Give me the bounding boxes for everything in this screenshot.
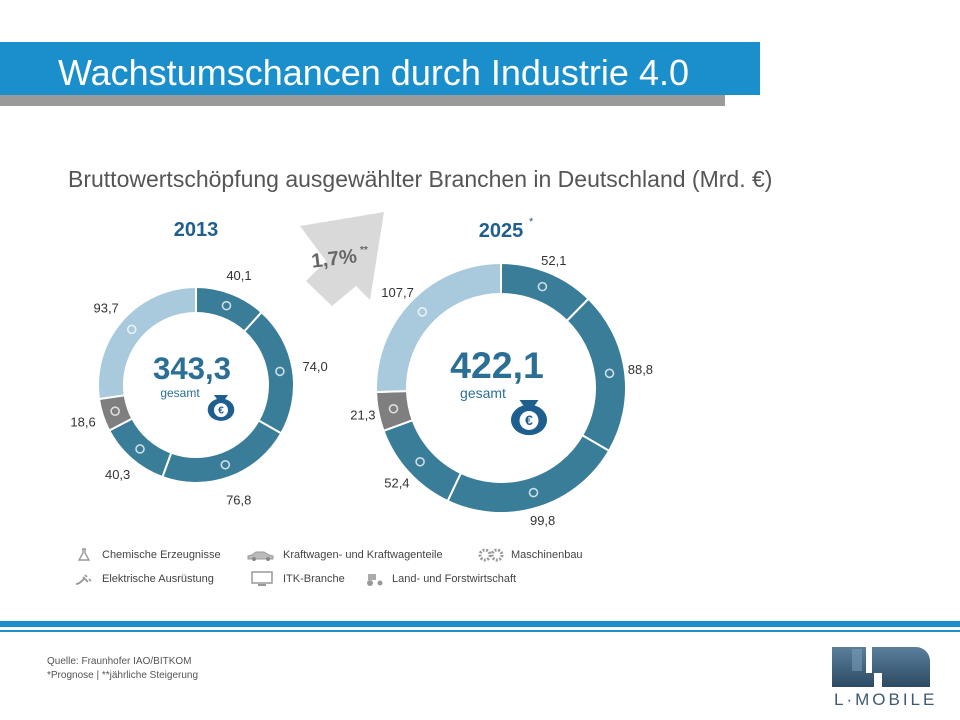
year-label: 2013 — [174, 219, 219, 241]
data-label: 74,0 — [302, 359, 327, 374]
plug-icon — [415, 456, 425, 467]
growth-footnote-mark: ** — [360, 245, 368, 256]
data-label: 52,1 — [541, 253, 566, 268]
data-label: 40,3 — [105, 467, 130, 482]
data-label: 76,8 — [226, 493, 251, 508]
legend-label-maschinenbau: Maschinenbau — [511, 549, 583, 561]
donut-segment — [375, 261, 502, 394]
title-bar — [0, 42, 760, 95]
title-shadow-bar — [0, 95, 725, 106]
tractor-icon — [388, 403, 399, 414]
legend-label-land: Land- und Forstwirtschaft — [392, 573, 517, 585]
legend-label-kraftwagen: Kraftwagen- und Kraftwagenteile — [283, 549, 443, 561]
footer-line-thick — [0, 621, 960, 627]
donut-segment — [565, 297, 627, 453]
logo-text: L·MOBILE — [834, 690, 938, 709]
plug-icon — [75, 574, 92, 585]
plug-icon — [135, 444, 145, 454]
data-label: 107,7 — [381, 285, 414, 300]
footer-line-thin — [0, 630, 960, 632]
flask-icon — [77, 548, 91, 561]
growth-arrow — [300, 212, 384, 306]
data-label: 93,7 — [93, 301, 118, 316]
total-label: gesamt — [160, 386, 200, 400]
tractor-icon — [110, 406, 120, 416]
monitor-icon — [251, 571, 273, 586]
svg-text:€: € — [525, 413, 533, 429]
gears-icon — [478, 548, 504, 562]
gears-icon — [220, 459, 231, 470]
total-value: 343,3 — [153, 351, 231, 386]
car-icon — [604, 368, 615, 379]
source-note: Quelle: Fraunhofer IAO/BITKOM — [47, 656, 192, 667]
slide-title: Wachstumschancen durch Industrie 4.0 — [58, 52, 689, 93]
data-label: 52,4 — [384, 475, 409, 490]
legend-label-itk: ITK-Branche — [283, 573, 345, 585]
total-label: gesamt — [460, 385, 506, 401]
footnote: *Prognose | **jährliche Steigerung — [47, 670, 199, 681]
data-label: 88,8 — [628, 362, 653, 377]
data-label: 18,6 — [70, 414, 95, 429]
monitor-icon — [417, 307, 428, 317]
gears-icon — [528, 487, 539, 498]
year-label: 2025 — [479, 220, 524, 242]
donut-charts: 1,7% **40,174,076,840,318,693,72013343,3g… — [70, 212, 653, 528]
data-label: 40,1 — [226, 268, 251, 283]
donut-segment — [446, 433, 611, 514]
data-label: 21,3 — [350, 408, 375, 423]
car-icon — [275, 366, 285, 377]
data-label: 99,8 — [530, 513, 555, 528]
car-icon — [247, 551, 274, 561]
svg-text:€: € — [218, 404, 224, 416]
money-bag-icon: € — [510, 400, 548, 436]
donut-segment — [97, 285, 197, 401]
chart-subtitle: Bruttowertschöpfung ausgewählter Branche… — [68, 166, 773, 192]
flask-icon — [537, 281, 548, 292]
tractor-icon — [367, 574, 383, 586]
l-mobile-logo — [832, 647, 930, 687]
legend-label-elektrisch: Elektrische Ausrüstung — [102, 573, 214, 585]
donut-segment — [161, 419, 283, 484]
flask-icon — [221, 300, 232, 311]
money-bag-icon: € — [207, 395, 235, 421]
total-value: 422,1 — [450, 344, 544, 386]
legend-label-chemie: Chemische Erzeugnisse — [102, 549, 221, 561]
year-footnote-mark: * — [529, 216, 534, 228]
monitor-icon — [126, 324, 137, 335]
donut-segment — [242, 310, 295, 435]
